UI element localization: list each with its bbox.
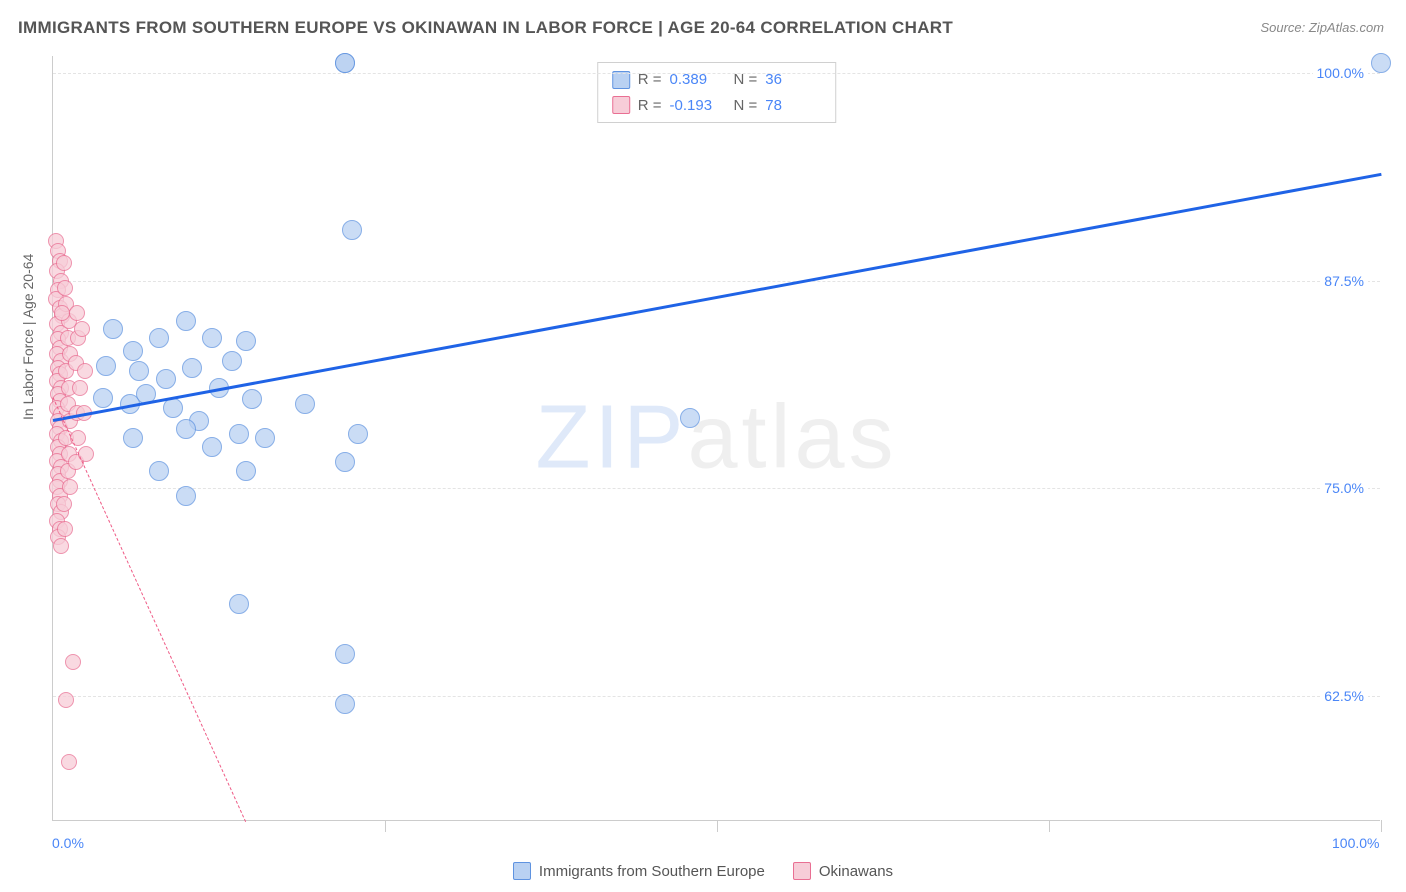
- stats-row: R = -0.193 N = 78: [612, 93, 822, 119]
- x-tick-label: 100.0%: [1332, 835, 1379, 851]
- legend-swatch: [793, 862, 811, 880]
- stat-n-label: N =: [734, 93, 758, 119]
- y-tick-label: 100.0%: [1313, 65, 1368, 81]
- data-point: [176, 311, 196, 331]
- x-tick: [717, 820, 718, 832]
- trend-line: [53, 397, 246, 821]
- legend-label: Okinawans: [819, 863, 893, 880]
- data-point: [335, 53, 355, 73]
- watermark-zip: ZIP: [535, 388, 687, 488]
- stat-r-value: -0.193: [670, 93, 726, 119]
- x-tick: [385, 820, 386, 832]
- x-tick: [1381, 820, 1382, 832]
- legend-item: Okinawans: [793, 862, 893, 880]
- data-point: [54, 305, 70, 321]
- data-point: [149, 461, 169, 481]
- watermark-rest: atlas: [687, 388, 897, 488]
- trend-line: [53, 172, 1382, 421]
- gridline: [53, 488, 1380, 489]
- data-point: [149, 328, 169, 348]
- data-point: [58, 692, 74, 708]
- y-tick-label: 62.5%: [1320, 688, 1368, 704]
- x-tick-label: 0.0%: [52, 835, 84, 851]
- data-point: [96, 356, 116, 376]
- data-point: [77, 363, 93, 379]
- data-point: [57, 280, 73, 296]
- data-point: [295, 394, 315, 414]
- data-point: [103, 319, 123, 339]
- stat-n-value: 36: [765, 67, 821, 93]
- legend: Immigrants from Southern Europe Okinawans: [0, 862, 1406, 880]
- data-point: [156, 369, 176, 389]
- data-point: [176, 486, 196, 506]
- data-point: [202, 437, 222, 457]
- data-point: [123, 428, 143, 448]
- legend-swatch: [513, 862, 531, 880]
- data-point: [74, 321, 90, 337]
- data-point: [229, 594, 249, 614]
- data-point: [236, 461, 256, 481]
- data-point: [229, 424, 249, 444]
- data-point: [72, 380, 88, 396]
- data-point: [62, 479, 78, 495]
- legend-label: Immigrants from Southern Europe: [539, 863, 765, 880]
- stat-n-value: 78: [765, 93, 821, 119]
- y-tick-label: 75.0%: [1320, 480, 1368, 496]
- data-point: [335, 644, 355, 664]
- data-point: [255, 428, 275, 448]
- stat-r-label: R =: [638, 67, 662, 93]
- data-point: [53, 538, 69, 554]
- data-point: [335, 452, 355, 472]
- data-point: [242, 389, 262, 409]
- data-point: [56, 255, 72, 271]
- source-attribution: Source: ZipAtlas.com: [1260, 20, 1384, 35]
- data-point: [57, 521, 73, 537]
- data-point: [348, 424, 368, 444]
- data-point: [56, 496, 72, 512]
- data-point: [93, 388, 113, 408]
- data-point: [182, 358, 202, 378]
- data-point: [680, 408, 700, 428]
- gridline: [53, 73, 1380, 74]
- y-tick-label: 87.5%: [1320, 273, 1368, 289]
- y-axis-label: In Labor Force | Age 20-64: [20, 254, 36, 420]
- stat-r-value: 0.389: [670, 67, 726, 93]
- data-point: [61, 754, 77, 770]
- data-point: [202, 328, 222, 348]
- data-point: [69, 305, 85, 321]
- data-point: [65, 654, 81, 670]
- scatter-plot-area: ZIPatlas R = 0.389 N = 36 R = -0.193 N = 78 100…: [52, 56, 1380, 821]
- correlation-stats-box: R = 0.389 N = 36 R = -0.193 N = 78: [597, 62, 837, 123]
- stat-r-label: R =: [638, 93, 662, 119]
- stats-row: R = 0.389 N = 36: [612, 67, 822, 93]
- gridline: [53, 281, 1380, 282]
- stat-swatch: [612, 96, 630, 114]
- watermark: ZIPatlas: [535, 387, 897, 490]
- chart-title: IMMIGRANTS FROM SOUTHERN EUROPE VS OKINA…: [18, 18, 953, 38]
- data-point: [335, 694, 355, 714]
- data-point: [123, 341, 143, 361]
- x-tick: [1049, 820, 1050, 832]
- data-point: [176, 419, 196, 439]
- data-point: [129, 361, 149, 381]
- data-point: [1371, 53, 1391, 73]
- data-point: [342, 220, 362, 240]
- data-point: [236, 331, 256, 351]
- legend-item: Immigrants from Southern Europe: [513, 862, 765, 880]
- data-point: [222, 351, 242, 371]
- gridline: [53, 696, 1380, 697]
- stat-n-label: N =: [734, 67, 758, 93]
